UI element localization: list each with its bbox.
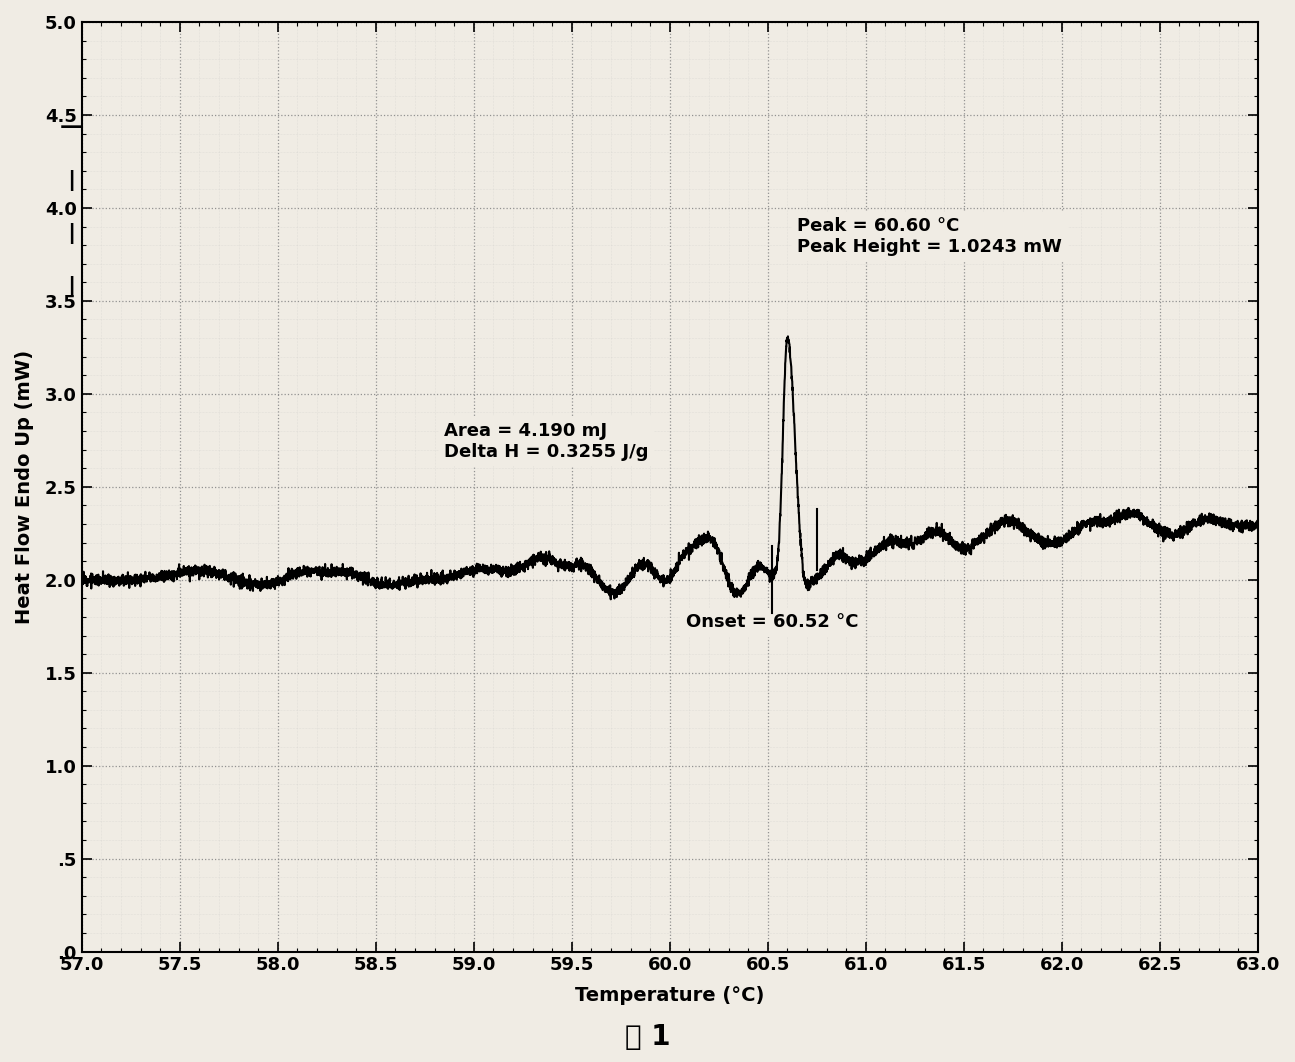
Text: Peak = 60.60 °C
Peak Height = 1.0243 mW: Peak = 60.60 °C Peak Height = 1.0243 mW: [798, 218, 1062, 256]
Text: |: |: [67, 223, 75, 244]
Text: Onset = 60.52 °C: Onset = 60.52 °C: [685, 613, 859, 631]
Text: |: |: [67, 276, 75, 297]
Text: |: |: [67, 170, 75, 191]
Y-axis label: Heat Flow Endo Up (mW): Heat Flow Endo Up (mW): [16, 349, 34, 623]
X-axis label: Temperature (°C): Temperature (°C): [575, 986, 764, 1005]
Text: 图 1: 图 1: [624, 1024, 671, 1051]
Text: —: —: [60, 118, 83, 137]
Text: Area = 4.190 mJ
Delta H = 0.3255 J/g: Area = 4.190 mJ Delta H = 0.3255 J/g: [444, 422, 649, 461]
